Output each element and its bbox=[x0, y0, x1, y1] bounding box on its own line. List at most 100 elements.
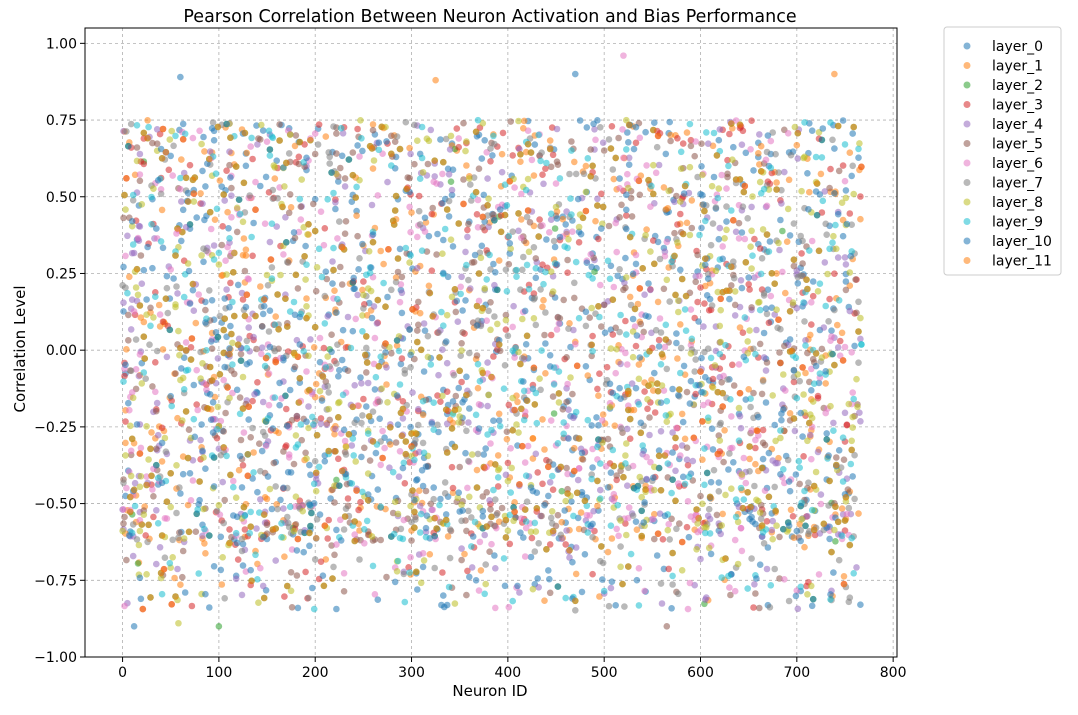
scatter-point bbox=[203, 347, 210, 354]
scatter-point bbox=[229, 389, 236, 397]
scatter-point bbox=[418, 123, 426, 131]
scatter-point bbox=[833, 454, 840, 461]
scatter-point bbox=[241, 267, 249, 275]
scatter-point bbox=[534, 469, 541, 476]
scatter-point bbox=[366, 269, 374, 277]
scatter-point bbox=[771, 421, 778, 429]
scatter-point bbox=[356, 176, 363, 184]
scatter-point bbox=[359, 312, 366, 319]
scatter-point bbox=[230, 483, 237, 491]
scatter-point bbox=[428, 210, 436, 218]
scatter-point bbox=[478, 242, 486, 250]
scatter-point bbox=[475, 165, 483, 172]
scatter-point bbox=[628, 380, 636, 387]
scatter-point bbox=[421, 327, 429, 335]
scatter-point bbox=[728, 413, 735, 420]
scatter-point bbox=[225, 225, 232, 232]
scatter-point bbox=[231, 249, 238, 257]
scatter-point bbox=[746, 455, 753, 463]
scatter-point bbox=[160, 565, 168, 573]
scatter-point bbox=[812, 350, 820, 357]
scatter-point bbox=[439, 199, 446, 207]
scatter-point bbox=[391, 578, 399, 586]
scatter-point bbox=[483, 317, 491, 325]
scatter-point bbox=[623, 191, 630, 199]
scatter-point bbox=[150, 185, 157, 192]
scatter-point bbox=[677, 369, 684, 377]
scatter-point bbox=[477, 254, 485, 262]
scatter-point bbox=[766, 604, 774, 611]
scatter-point bbox=[553, 215, 561, 222]
scatter-point bbox=[324, 535, 332, 542]
scatter-point bbox=[780, 406, 787, 413]
scatter-point bbox=[691, 152, 698, 160]
scatter-point bbox=[487, 299, 494, 306]
scatter-point bbox=[369, 408, 377, 416]
scatter-point bbox=[735, 361, 743, 368]
scatter-point bbox=[248, 577, 255, 585]
scatter-point bbox=[687, 306, 695, 313]
scatter-point bbox=[298, 176, 306, 183]
scatter-point bbox=[492, 604, 499, 612]
scatter-point bbox=[332, 425, 339, 433]
scatter-point bbox=[239, 373, 247, 381]
scatter-point bbox=[850, 395, 857, 403]
scatter-point bbox=[721, 235, 728, 242]
scatter-point bbox=[840, 573, 848, 580]
scatter-point bbox=[775, 239, 782, 247]
scatter-point bbox=[436, 354, 443, 361]
scatter-point bbox=[605, 136, 613, 143]
scatter-point bbox=[786, 487, 794, 495]
scatter-point bbox=[258, 121, 265, 129]
scatter-point bbox=[600, 301, 608, 309]
scatter-point bbox=[401, 366, 409, 374]
scatter-point bbox=[255, 440, 263, 448]
scatter-point bbox=[694, 528, 701, 536]
scatter-point bbox=[334, 341, 341, 349]
scatter-point bbox=[827, 165, 834, 173]
scatter-point bbox=[462, 248, 469, 256]
scatter-point bbox=[325, 447, 333, 455]
scatter-point bbox=[617, 517, 624, 524]
scatter-point bbox=[238, 535, 246, 543]
x-tick-label: 500 bbox=[591, 665, 618, 681]
scatter-point bbox=[325, 389, 333, 396]
scatter-point bbox=[849, 424, 856, 431]
scatter-point bbox=[435, 371, 442, 379]
scatter-point bbox=[589, 347, 596, 355]
scatter-point bbox=[473, 466, 481, 474]
scatter-point bbox=[785, 478, 793, 485]
scatter-point bbox=[737, 484, 745, 492]
scatter-point bbox=[189, 477, 197, 484]
scatter-point bbox=[288, 604, 296, 611]
scatter-point bbox=[727, 396, 734, 403]
scatter-point bbox=[401, 480, 409, 487]
scatter-point bbox=[790, 378, 798, 386]
scatter-point bbox=[330, 563, 337, 571]
scatter-point bbox=[526, 219, 534, 226]
scatter-point bbox=[185, 528, 193, 536]
scatter-point bbox=[747, 395, 754, 403]
scatter-point bbox=[228, 214, 235, 221]
scatter-point bbox=[374, 192, 382, 199]
scatter-point bbox=[304, 231, 311, 238]
scatter-point bbox=[694, 520, 701, 527]
scatter-point bbox=[719, 255, 726, 263]
scatter-point bbox=[253, 345, 260, 353]
scatter-point bbox=[612, 219, 619, 227]
scatter-point bbox=[542, 370, 549, 377]
scatter-point bbox=[738, 471, 746, 478]
scatter-point bbox=[214, 123, 222, 131]
scatter-point bbox=[127, 508, 134, 516]
scatter-point bbox=[713, 511, 721, 519]
scatter-point bbox=[687, 350, 695, 357]
scatter-point bbox=[120, 299, 127, 307]
scatter-point bbox=[842, 194, 850, 202]
scatter-point bbox=[185, 426, 193, 434]
legend-label: layer_0 bbox=[992, 39, 1043, 55]
scatter-point bbox=[583, 259, 591, 267]
scatter-point bbox=[797, 409, 804, 417]
scatter-point bbox=[153, 445, 160, 453]
scatter-point bbox=[415, 421, 422, 429]
scatter-point bbox=[147, 322, 154, 330]
